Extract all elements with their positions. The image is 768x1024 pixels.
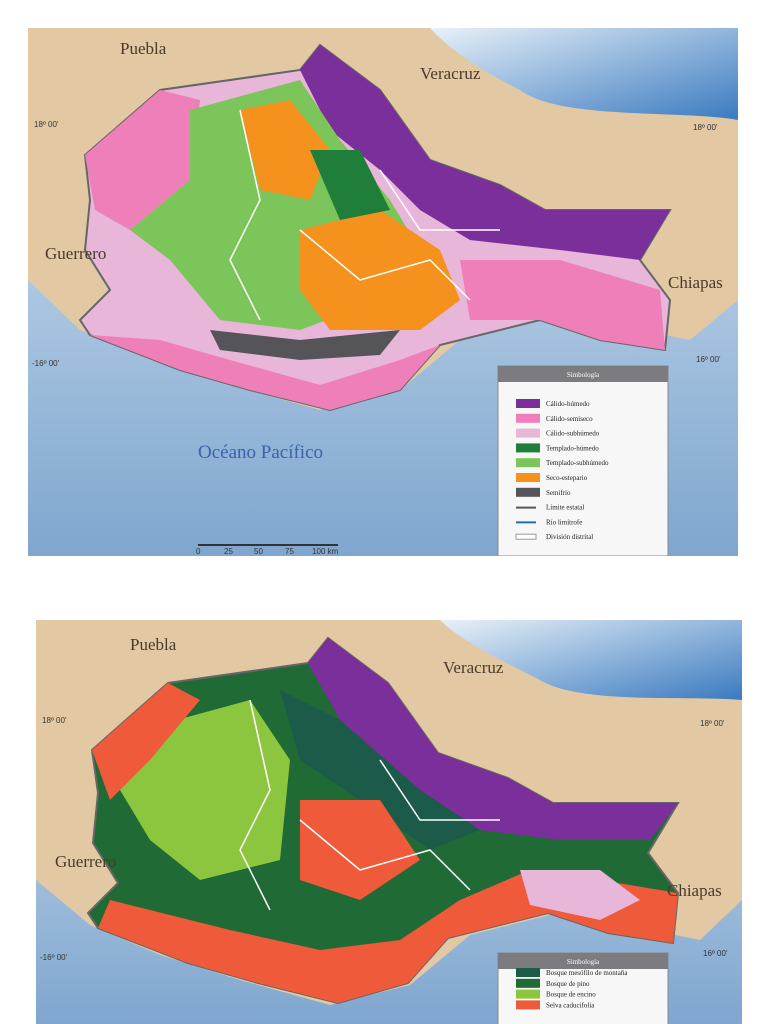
legend-label: Límite estatal (546, 504, 584, 512)
state-label: Puebla (130, 635, 177, 654)
scale-label: 50 (254, 547, 263, 556)
state-label: Guerrero (45, 244, 106, 263)
legend-label: Cálido-semiseco (546, 415, 593, 423)
coord-label: 18º 00' (700, 719, 725, 728)
legend-swatch (516, 487, 540, 497)
coord-label: 16º 00' (703, 949, 728, 958)
legend-swatch (516, 473, 540, 482)
map-climate: Puebla Veracruz Guerrero Chiapas 18º 00'… (28, 28, 738, 556)
scale-label: 100 km (312, 547, 339, 556)
coord-label: 18º 00' (34, 120, 59, 129)
state-label: Chiapas (667, 881, 722, 900)
coord-label: -16º 00' (40, 953, 68, 962)
scale-label: 0 (196, 547, 201, 556)
legend-label: Selva caducifolia (546, 1001, 595, 1009)
state-label: Veracruz (420, 64, 481, 83)
legend-label: Cálido-subhúmedo (546, 430, 600, 438)
legend-label: Bosque mesófilo de montaña (546, 969, 628, 977)
legend-title: Simbología (567, 371, 600, 379)
legend-label: Seco-estepario (546, 474, 588, 482)
legend-swatch (516, 458, 540, 468)
state-label: Puebla (120, 39, 167, 58)
legend-swatch (516, 443, 540, 453)
legend: Simbología Bosque mesófilo de montaña Bosq… (497, 952, 669, 1024)
coord-label: 18º 00' (42, 716, 67, 725)
legend-label: División distrital (546, 533, 593, 541)
map-vegetation: Puebla Veracruz Guerrero Chiapas 18º 00'… (36, 620, 742, 1024)
scale-label: 75 (285, 547, 294, 556)
legend-swatch (516, 428, 540, 438)
legend-label: Río limítrofe (546, 518, 582, 526)
legend-label: Cálido-húmedo (546, 400, 590, 408)
legend-label: Bosque de encino (546, 991, 596, 999)
coord-label: 16º 00' (696, 355, 721, 364)
legend-label: Templado-húmedo (546, 444, 599, 452)
ocean-label: Océano Pacífico (198, 442, 323, 463)
coord-label: -16º 00' (32, 359, 60, 368)
legend-swatch (516, 978, 540, 988)
legend: Simbología Cálido-húmedo Cálido-semiseco Cá… (497, 365, 669, 556)
legend-swatch (516, 968, 540, 977)
legend-swatch (516, 1000, 540, 1010)
legend-label: Bosque de pino (546, 980, 590, 988)
legend-swatch (516, 989, 540, 999)
scale-bar: 0 25 50 75 100 km (196, 544, 339, 556)
legend-swatch (516, 399, 540, 408)
coord-label: 18º 00' (693, 123, 718, 132)
legend-header (498, 953, 668, 969)
legend-label: Templado-subhúmedo (546, 459, 609, 467)
scale-line (198, 544, 338, 546)
state-label: Chiapas (668, 273, 723, 292)
state-label: Veracruz (443, 658, 504, 677)
legend-swatch (516, 413, 540, 423)
legend-label: Semifrío (546, 489, 571, 497)
state-label: Guerrero (55, 852, 116, 871)
scale-label: 25 (224, 547, 233, 556)
legend-header (498, 366, 668, 382)
legend-swatch (515, 533, 537, 540)
legend-title: Simbología (567, 958, 600, 966)
